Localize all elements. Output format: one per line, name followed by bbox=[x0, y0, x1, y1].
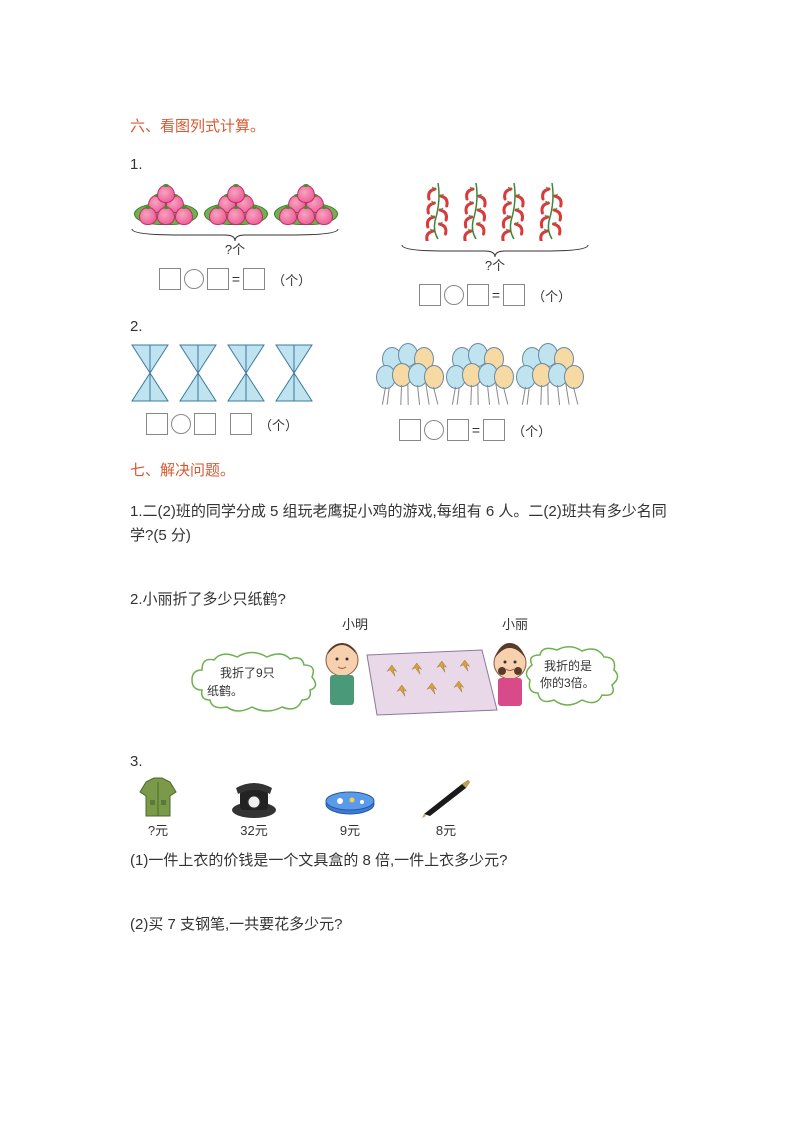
price-label: ?元 bbox=[148, 820, 168, 839]
unit-label: （个） bbox=[512, 421, 551, 440]
chili-branch-icon bbox=[461, 181, 491, 241]
vase-icon bbox=[226, 343, 266, 403]
blank-box[interactable] bbox=[503, 284, 525, 306]
q1-number: 1. bbox=[130, 156, 673, 173]
vase-icon bbox=[130, 343, 170, 403]
unit-label: （个） bbox=[272, 270, 311, 289]
s7-q1: 1.二(2)班的同学分成 5 组玩老鹰捉小鸡的游戏,每组有 6 人。二(2)班共… bbox=[130, 500, 673, 548]
section-6-title: 六、看图列式计算。 bbox=[130, 115, 673, 136]
blank-box[interactable] bbox=[194, 413, 216, 435]
q2-right-equation: = （个） bbox=[399, 419, 551, 441]
chili-branches bbox=[423, 181, 567, 241]
price-label: 9元 bbox=[340, 820, 360, 839]
q2-row: （个） = （个） bbox=[130, 343, 673, 441]
peach-plates bbox=[134, 181, 336, 225]
q2-balloons-group: = （个） bbox=[374, 343, 576, 441]
phone-icon bbox=[226, 776, 282, 820]
blank-box[interactable] bbox=[467, 284, 489, 306]
equals-sign: = bbox=[492, 287, 500, 303]
q1-row: ?个 = （个） ?个 = （个） bbox=[130, 181, 673, 306]
svg-text:小丽: 小丽 bbox=[502, 617, 528, 632]
vase-icon bbox=[178, 343, 218, 403]
s7-q3-sub2: (2)买 7 支钢笔,一共要花多少元? bbox=[130, 913, 673, 937]
balloon-bunches bbox=[374, 343, 576, 409]
q2-left-equation: （个） bbox=[146, 413, 298, 435]
blank-op[interactable] bbox=[171, 414, 191, 434]
blank-op[interactable] bbox=[424, 420, 444, 440]
price-label: 32元 bbox=[240, 820, 267, 839]
shop-item-phone: 32元 bbox=[226, 776, 282, 839]
q1-right-equation: = （个） bbox=[419, 284, 571, 306]
vases bbox=[130, 343, 314, 403]
s7-q3-text: 3. bbox=[130, 753, 673, 770]
blank-box[interactable] bbox=[483, 419, 505, 441]
blank-box[interactable] bbox=[207, 268, 229, 290]
q2-number: 2. bbox=[130, 318, 673, 335]
balloon-bunch-icon bbox=[514, 343, 576, 409]
equals-sign: = bbox=[472, 422, 480, 438]
shop-item-pencilcase: 9元 bbox=[322, 776, 378, 839]
blank-box[interactable] bbox=[230, 413, 252, 435]
q1-peaches-group: ?个 = （个） bbox=[130, 181, 340, 306]
peach-plate-icon bbox=[274, 181, 336, 225]
q1-left-equation: = （个） bbox=[159, 268, 311, 290]
balloon-bunch-icon bbox=[374, 343, 436, 409]
peach-plate-icon bbox=[134, 181, 196, 225]
blank-box[interactable] bbox=[146, 413, 168, 435]
svg-text:你的3倍。: 你的3倍。 bbox=[540, 675, 595, 690]
balloon-bunch-icon bbox=[444, 343, 506, 409]
s7-q2-scene: 小明 小丽 我折了9只 纸鹤。 我折的是 你的 bbox=[130, 615, 673, 735]
chili-branch-icon bbox=[537, 181, 567, 241]
pen-icon bbox=[418, 776, 474, 820]
peach-plate-icon bbox=[204, 181, 266, 225]
blank-op[interactable] bbox=[184, 269, 204, 289]
s7-q3-items: ?元 32元 9元 8元 bbox=[130, 776, 673, 839]
crane-scene-icon: 小明 小丽 我折了9只 纸鹤。 我折的是 你的 bbox=[182, 615, 622, 735]
chili-branch-icon bbox=[499, 181, 529, 241]
blank-box[interactable] bbox=[399, 419, 421, 441]
s7-q3-sub1: (1)一件上衣的价钱是一个文具盒的 8 倍,一件上衣多少元? bbox=[130, 849, 673, 873]
blank-box[interactable] bbox=[243, 268, 265, 290]
q1-right-qlabel: ?个 bbox=[485, 255, 505, 274]
blank-box[interactable] bbox=[447, 419, 469, 441]
unit-label: （个） bbox=[532, 286, 571, 305]
svg-text:我折了9只: 我折了9只 bbox=[220, 665, 275, 680]
shop-item-pen: 8元 bbox=[418, 776, 474, 839]
svg-text:我折的是: 我折的是 bbox=[544, 658, 592, 673]
blank-box[interactable] bbox=[419, 284, 441, 306]
q2-vases-group: （个） bbox=[130, 343, 314, 441]
coat-icon bbox=[130, 776, 186, 820]
blank-box[interactable] bbox=[159, 268, 181, 290]
pencilcase-icon bbox=[322, 776, 378, 820]
price-label: 8元 bbox=[436, 820, 456, 839]
section-7-title: 七、解决问题。 bbox=[130, 459, 673, 480]
blank-op[interactable] bbox=[444, 285, 464, 305]
s7-q2-text: 2.小丽折了多少只纸鹤? bbox=[130, 588, 673, 609]
q1-chili-group: ?个 = （个） bbox=[400, 181, 590, 306]
svg-text:纸鹤。: 纸鹤。 bbox=[207, 683, 243, 698]
vase-icon bbox=[274, 343, 314, 403]
equals-sign: = bbox=[232, 271, 240, 287]
svg-text:小明: 小明 bbox=[342, 617, 368, 632]
worksheet-page: 六、看图列式计算。 1. ?个 = （个） ?个 bbox=[0, 0, 793, 1007]
chili-branch-icon bbox=[423, 181, 453, 241]
shop-item-coat: ?元 bbox=[130, 776, 186, 839]
q1-left-qlabel: ?个 bbox=[225, 239, 245, 258]
unit-label: （个） bbox=[259, 415, 298, 434]
